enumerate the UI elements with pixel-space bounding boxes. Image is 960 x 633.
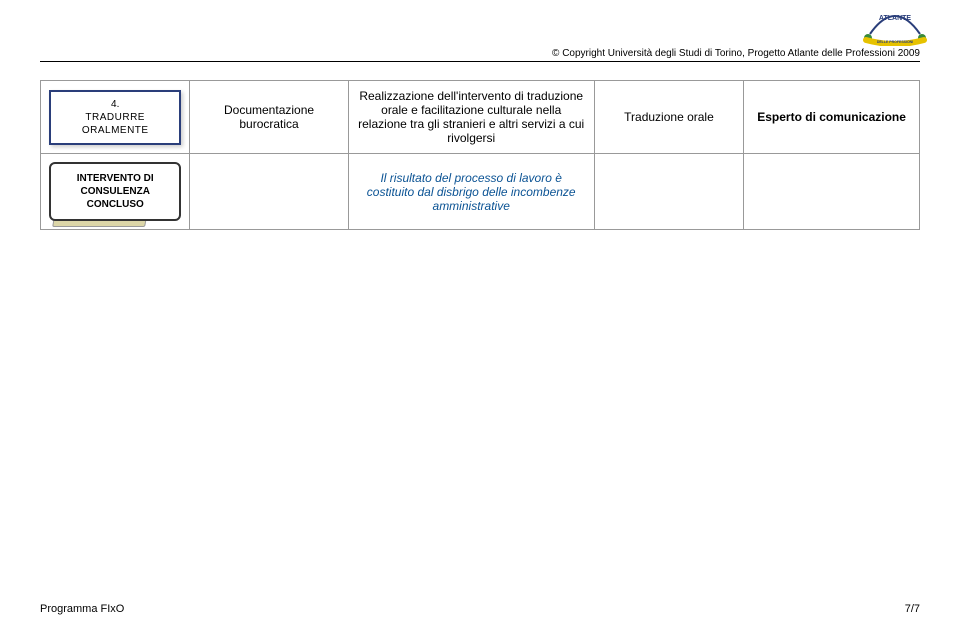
table-row: 4. TRADURRE ORALMENTE Documentazione bur… [41,81,920,154]
terminal-box-concluso: INTERVENTO DI CONSULENZA CONCLUSO [49,162,181,221]
atlante-logo: ATLANTE DELLE PROFESSIONI [860,6,930,46]
process-label: TRADURRE ORALMENTE [82,112,149,136]
main-table: 4. TRADURRE ORALMENTE Documentazione bur… [40,80,920,230]
process-number: 4. [55,98,175,111]
process-box-4: 4. TRADURRE ORALMENTE [49,90,181,145]
footer-page: 7/7 [905,603,920,615]
cell-risultato: Il risultato del processo di lavoro è co… [348,154,594,230]
cell-empty [190,154,348,230]
logo-bottom-text: DELLE PROFESSIONI [877,40,913,44]
cell-documentazione: Documentazione burocratica [190,81,348,154]
cell-esperto: Esperto di comunicazione [744,81,920,154]
cell-empty [744,154,920,230]
footer-program: Programma FIxO [40,603,124,615]
cell-empty [594,154,743,230]
logo-top-text: ATLANTE [879,15,911,22]
copyright-text: © Copyright Università degli Studi di To… [40,48,920,62]
cell-traduzione: Traduzione orale [594,81,743,154]
footer: Programma FIxO 7/7 [40,603,920,615]
cell-realizzazione: Realizzazione dell'intervento di traduzi… [348,81,594,154]
table-row: INTERVENTO DI CONSULENZA CONCLUSO Il ris… [41,154,920,230]
